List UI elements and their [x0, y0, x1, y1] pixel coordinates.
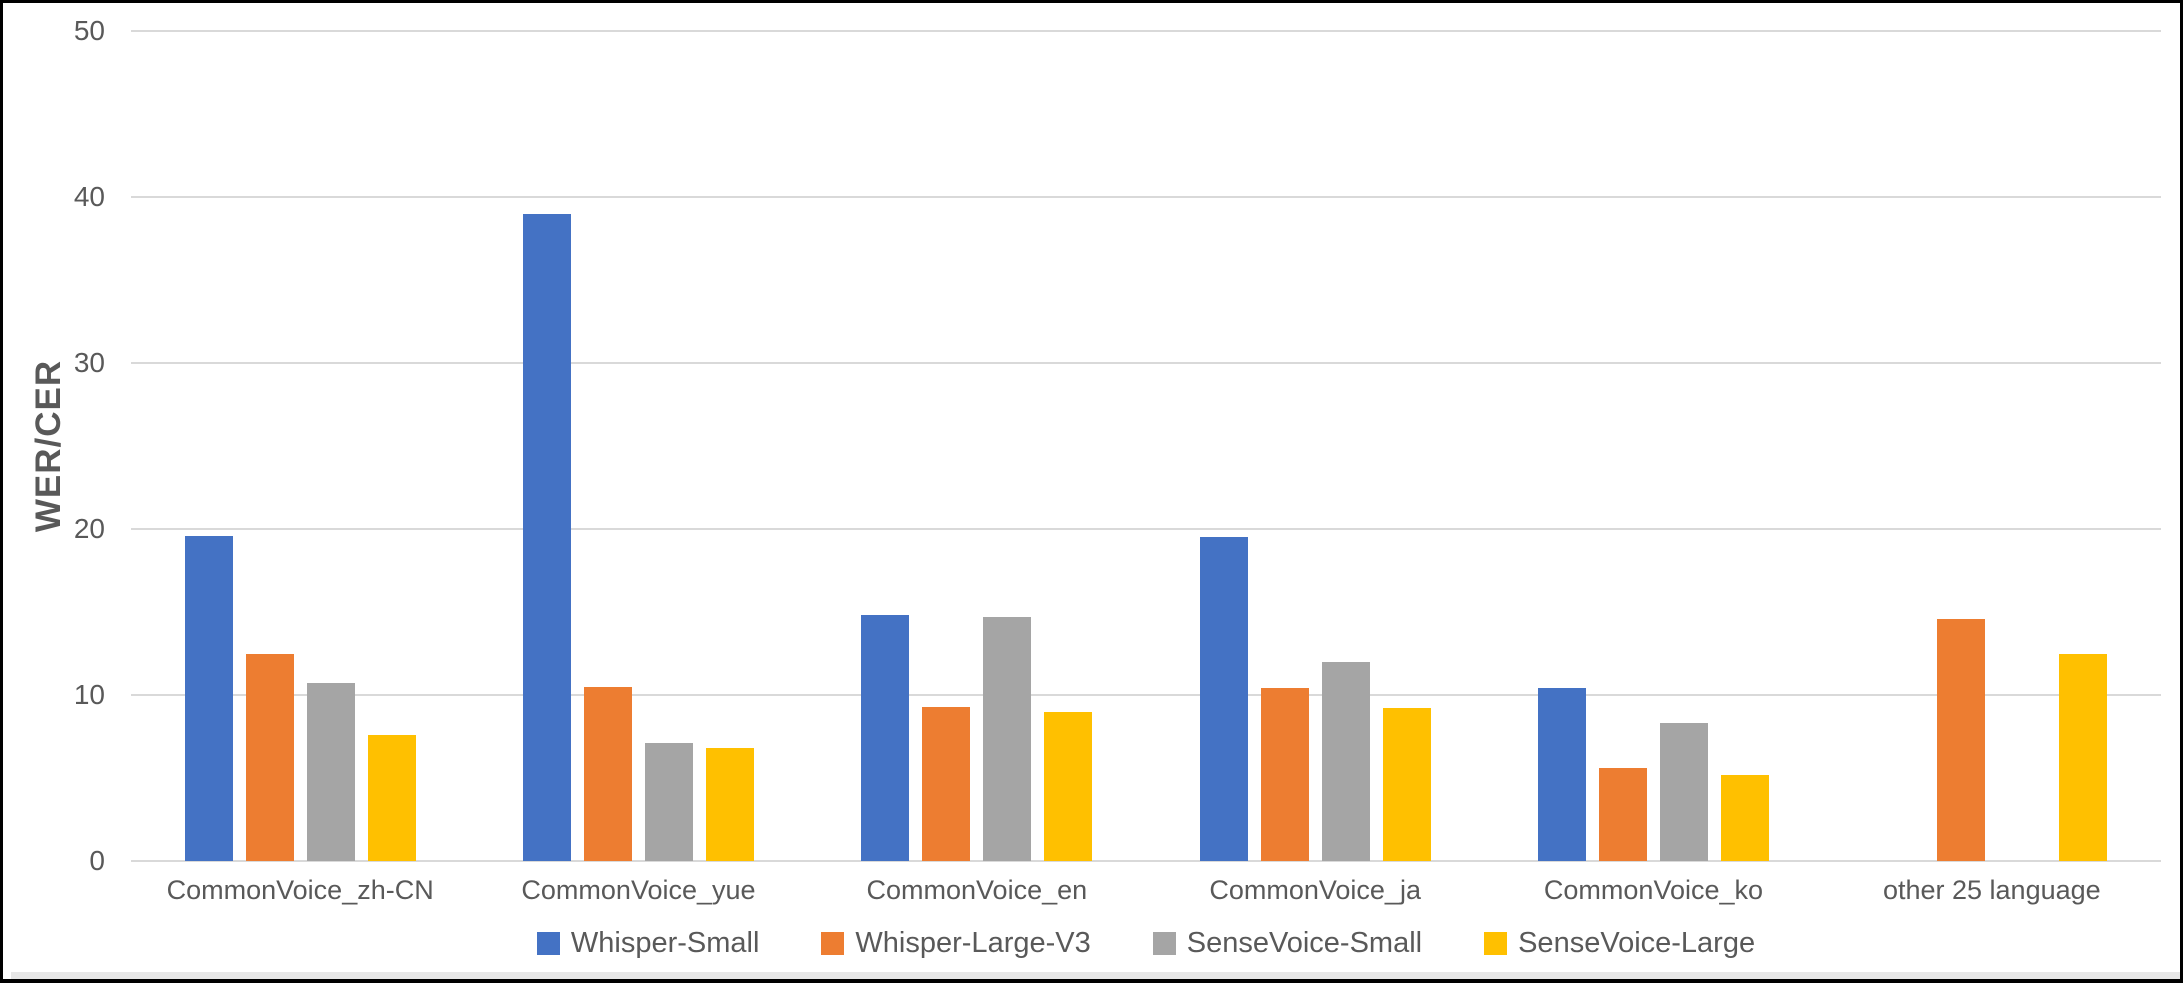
x-axis-label-commonvoice-zh-cn: CommonVoice_zh-CN	[166, 875, 434, 905]
gridline-40	[131, 196, 2161, 198]
bar-whisper-small-commonvoice-zh-cn	[184, 535, 233, 861]
bar-whisper-small-commonvoice-yue	[523, 213, 571, 861]
bar-whisper-large-v3-commonvoice-yue	[584, 686, 632, 861]
y-tick-label-50: 50	[73, 15, 105, 46]
y-tick-label-0: 0	[89, 845, 105, 876]
x-axis-label-commonvoice-yue: CommonVoice_yue	[521, 875, 756, 905]
bar-sensevoice-large-commonvoice-ja	[1382, 708, 1431, 861]
bar-sensevoice-large-other-25-language	[2059, 653, 2108, 861]
bar-sensevoice-small-commonvoice-ja	[1321, 661, 1370, 861]
bar-whisper-large-v3-other-25-language	[1937, 618, 1986, 861]
legend-swatch-whisper-large-v3	[821, 932, 845, 955]
legend-swatch-whisper-small	[536, 932, 560, 955]
legend-label-sensevoice-large: SenseVoice-Large	[1518, 927, 1756, 959]
bar-sensevoice-large-commonvoice-ko	[1721, 774, 1769, 861]
legend-item-sensevoice-small: SenseVoice-Small	[1152, 927, 1423, 960]
legend-item-sensevoice-large: SenseVoice-Large	[1484, 927, 1755, 960]
legend-label-whisper-large-v3: Whisper-Large-V3	[855, 927, 1091, 959]
legend-label-whisper-small: Whisper-Small	[570, 927, 760, 959]
gridline-20	[131, 528, 2161, 530]
y-tick-label-10: 10	[73, 679, 105, 710]
x-axis-label-commonvoice-en: CommonVoice_en	[866, 875, 1088, 905]
x-axis-label-commonvoice-ko: CommonVoice_ko	[1543, 875, 1764, 905]
y-tick-label-20: 20	[73, 513, 105, 544]
gridline-30	[131, 362, 2161, 364]
legend: Whisper-Small Whisper-Large-V3 SenseVoice-…	[131, 927, 2161, 960]
bar-sensevoice-large-commonvoice-zh-cn	[367, 734, 416, 861]
bar-whisper-large-v3-commonvoice-en	[922, 706, 971, 861]
legend-item-whisper-large-v3: Whisper-Large-V3	[821, 927, 1091, 960]
bar-sensevoice-small-commonvoice-zh-cn	[306, 683, 355, 861]
y-tick-label-30: 30	[73, 347, 105, 378]
legend-label-sensevoice-small: SenseVoice-Small	[1186, 927, 1423, 959]
y-axis-title: WER/CER	[29, 359, 68, 533]
bottom-shadow	[11, 972, 2180, 979]
y-tick-label-40: 40	[73, 181, 105, 212]
bar-whisper-small-commonvoice-en	[861, 615, 910, 861]
bar-whisper-small-commonvoice-ja	[1199, 537, 1248, 861]
gridline-10	[131, 694, 2161, 696]
bar-sensevoice-small-commonvoice-yue	[645, 743, 693, 861]
bar-whisper-large-v3-commonvoice-ko	[1599, 768, 1647, 861]
bar-sensevoice-small-commonvoice-en	[983, 616, 1032, 861]
bar-sensevoice-small-commonvoice-ko	[1660, 723, 1708, 861]
gridline-50	[131, 30, 2161, 32]
legend-swatch-sensevoice-large	[1484, 932, 1508, 955]
plot-area	[131, 30, 2161, 862]
x-axis-line	[131, 860, 2161, 862]
bar-whisper-large-v3-commonvoice-ja	[1260, 688, 1309, 861]
bar-whisper-small-commonvoice-ko	[1538, 688, 1586, 861]
x-axis-label-other-25-language: other 25 language	[1882, 875, 2101, 905]
legend-item-whisper-small: Whisper-Small	[536, 927, 760, 960]
x-axis-label-commonvoice-ja: CommonVoice_ja	[1209, 875, 1421, 905]
legend-swatch-sensevoice-small	[1152, 932, 1176, 955]
bar-sensevoice-large-commonvoice-en	[1044, 711, 1093, 861]
bar-whisper-large-v3-commonvoice-zh-cn	[245, 653, 294, 861]
bar-sensevoice-large-commonvoice-yue	[706, 748, 754, 861]
